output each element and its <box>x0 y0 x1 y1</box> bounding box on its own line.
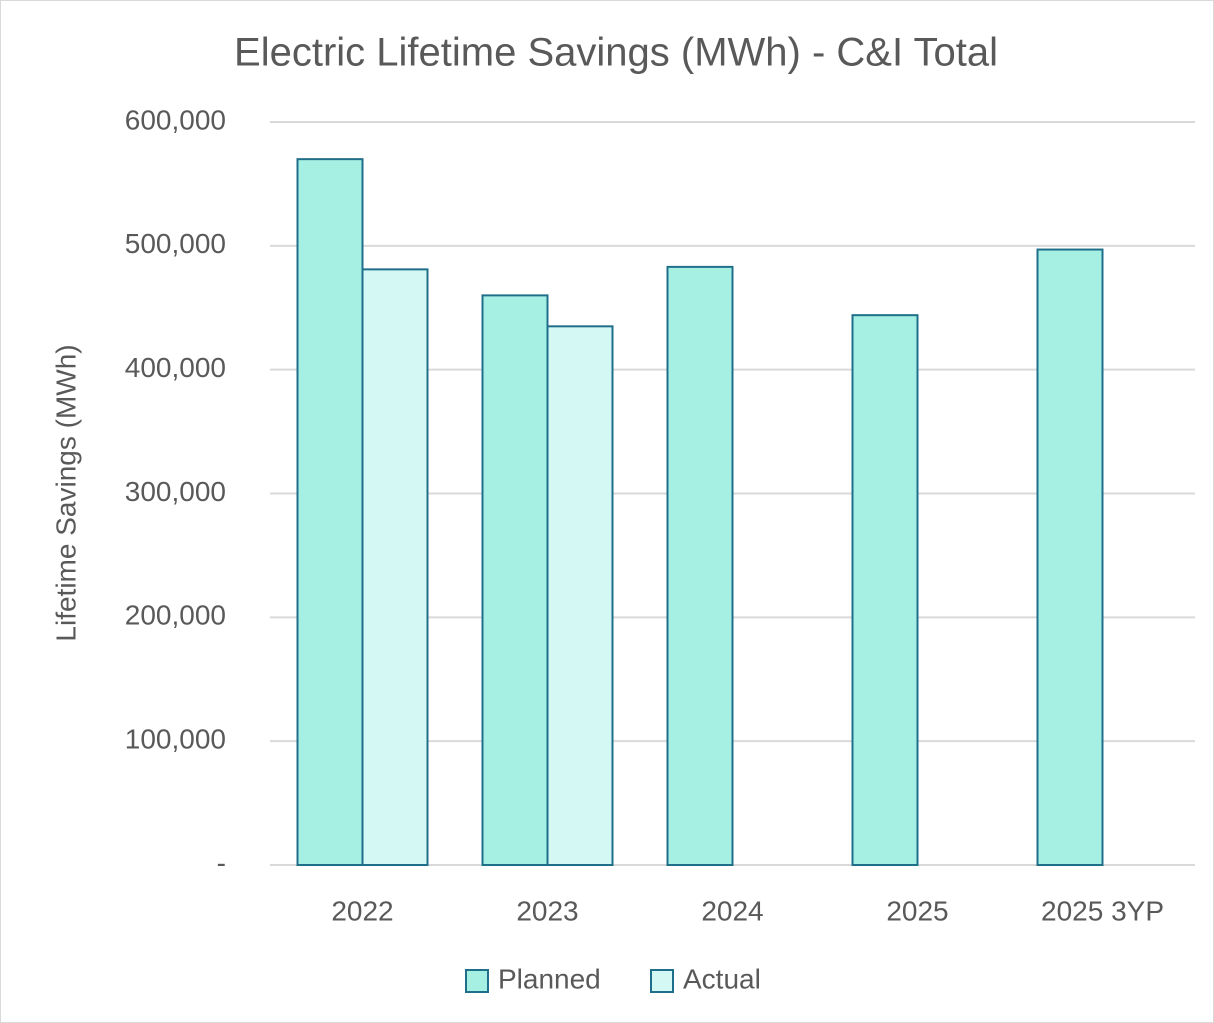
bar <box>296 158 364 866</box>
x-tick-label: 2025 <box>886 895 948 926</box>
legend-label: Actual <box>683 963 761 994</box>
bar <box>851 314 919 866</box>
y-tick-label: - <box>217 847 226 878</box>
bar <box>361 268 429 866</box>
x-tick-label: 2022 <box>331 895 393 926</box>
x-tick-label: 2023 <box>516 895 578 926</box>
x-tick-label: 2024 <box>701 895 763 926</box>
bar <box>481 294 549 867</box>
y-tick-label: 400,000 <box>125 352 226 383</box>
y-tick-label: 100,000 <box>125 724 226 755</box>
x-tick-label: 2025 3YP <box>1041 895 1164 926</box>
y-tick-label: 200,000 <box>125 600 226 631</box>
y-tick-label: 600,000 <box>125 104 226 135</box>
bar <box>666 265 734 866</box>
legend-swatch <box>650 969 674 993</box>
legend-label: Planned <box>498 963 601 994</box>
y-axis-label: Lifetime Savings (MWh) <box>50 344 81 641</box>
legend-swatch <box>465 969 489 993</box>
chart-title: Electric Lifetime Savings (MWh) - C&I To… <box>234 31 998 75</box>
bar <box>546 325 614 866</box>
y-tick-label: 500,000 <box>125 228 226 259</box>
bar <box>1036 248 1104 866</box>
y-tick-label: 300,000 <box>125 476 226 507</box>
